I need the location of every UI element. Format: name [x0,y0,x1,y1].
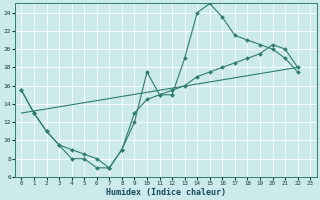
X-axis label: Humidex (Indice chaleur): Humidex (Indice chaleur) [106,188,226,197]
